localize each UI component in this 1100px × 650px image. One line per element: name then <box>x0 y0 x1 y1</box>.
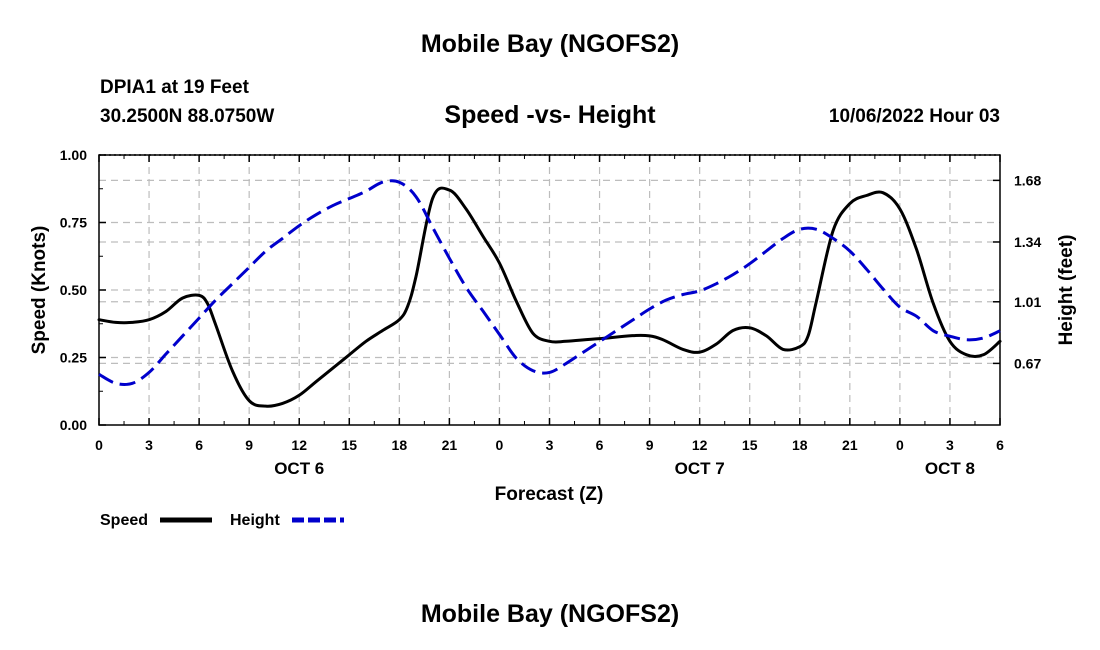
y2-tick-label: 1.68 <box>1014 172 1041 188</box>
y2-axis-title: Height (feet) <box>1056 235 1077 346</box>
speed-series-line <box>97 186 1002 408</box>
y-tick-label: 0.75 <box>60 215 87 231</box>
y-tick-label: 1.00 <box>60 147 87 163</box>
x-tick-label: 21 <box>442 437 458 453</box>
x-tick-label: 9 <box>245 437 253 453</box>
x-tick-label: 6 <box>195 437 203 453</box>
y-tick-label: 0.50 <box>60 282 87 298</box>
station-label: DPIA1 at 19 Feet <box>100 77 249 98</box>
height-series-line <box>98 179 1001 387</box>
y2-tick-label: 1.01 <box>1014 294 1041 310</box>
x-tick-label: 12 <box>291 437 307 453</box>
series-layer <box>97 179 1002 408</box>
day-label: OCT 6 <box>274 459 324 478</box>
chart-subtitle: Speed -vs- Height <box>444 101 656 129</box>
x-tick-label: 6 <box>596 437 604 453</box>
x-tick-label: 9 <box>646 437 654 453</box>
x-tick-label: 0 <box>896 437 904 453</box>
x-tick-label: 21 <box>842 437 858 453</box>
x-tick-label: 15 <box>742 437 758 453</box>
coordinates-label: 30.2500N 88.0750W <box>100 106 275 127</box>
x-tick-label: 15 <box>341 437 357 453</box>
x-tick-label: 3 <box>145 437 153 453</box>
y2-tick-label: 0.67 <box>1014 355 1041 371</box>
x-tick-label: 3 <box>546 437 554 453</box>
x-axis-title: Forecast (Z) <box>495 484 604 505</box>
x-tick-label: 0 <box>95 437 103 453</box>
legend-label-speed: Speed <box>100 512 148 529</box>
x-tick-label: 0 <box>496 437 504 453</box>
y-axis-title: Speed (Knots) <box>29 226 50 355</box>
bottom-chart-title: Mobile Bay (NGOFS2) <box>420 600 680 628</box>
legend-label-height: Height <box>230 512 280 529</box>
chart-title: Mobile Bay (NGOFS2) <box>420 30 680 58</box>
y2-tick-label: 1.34 <box>1014 234 1041 250</box>
y-tick-label: 0.00 <box>60 417 87 433</box>
axis-ticks: 0 3 6 9 12 15 18 21 0 3 6 9 12 15 18 21 0 3 6 OCT 6 OCT 7 OCT… <box>60 147 1042 478</box>
x-tick-label: 18 <box>392 437 408 453</box>
grid-lines <box>99 155 1000 425</box>
y-tick-label: 0.25 <box>60 350 87 366</box>
x-tick-label: 18 <box>792 437 808 453</box>
x-tick-label: 12 <box>692 437 708 453</box>
axis-labels: Forecast (Z) Speed (Knots) Height (feet) <box>29 226 1077 505</box>
day-label: OCT 7 <box>675 459 725 478</box>
day-label: OCT 8 <box>925 459 975 478</box>
x-tick-label: 3 <box>946 437 954 453</box>
forecast-datetime: 10/06/2022 Hour 03 <box>828 106 1000 127</box>
legend: Speed Height <box>100 512 344 529</box>
x-tick-label: 6 <box>996 437 1004 453</box>
